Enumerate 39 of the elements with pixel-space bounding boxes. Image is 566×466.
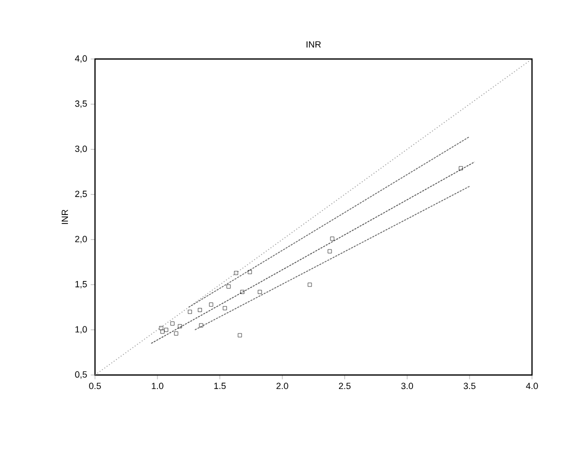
point [222, 306, 227, 310]
x-tick-label: 1.5 [214, 382, 226, 390]
point [328, 249, 332, 254]
y-tick-label: 1,5 [75, 281, 87, 288]
chart-title: INR [306, 41, 321, 48]
x-tick-label: 4.0 [526, 382, 538, 390]
x-tick-label: 2.0 [276, 382, 288, 390]
y-tick-label: 2,5 [75, 190, 87, 198]
point [160, 330, 164, 334]
point [170, 322, 174, 326]
y-axis-title: INR [62, 210, 68, 224]
y-tick-label: 4,0 [74, 55, 87, 63]
point [238, 333, 242, 338]
point [188, 310, 192, 314]
point [164, 328, 168, 332]
x-tick-label: 3.0 [401, 382, 414, 390]
y-tick-label: 3,0 [75, 146, 87, 153]
point [226, 284, 231, 289]
y-tick-label: 0,5 [75, 371, 87, 379]
x-tick-label: 1.0 [152, 382, 164, 390]
point [209, 302, 214, 307]
x-tick-label: 0.5 [89, 382, 101, 390]
y-tick-label: 3,5 [75, 100, 87, 108]
y-tick-label: 2,0 [75, 236, 87, 244]
point [199, 323, 204, 328]
y-tick-label: 1,0 [75, 326, 87, 334]
point [330, 236, 334, 241]
point [240, 290, 244, 294]
point [258, 290, 262, 294]
point [234, 270, 238, 275]
point [174, 331, 178, 336]
point [248, 270, 252, 274]
point [178, 324, 182, 328]
point [458, 166, 463, 170]
point [308, 282, 312, 287]
point [159, 326, 164, 330]
x-tick-label: 2.5 [338, 382, 351, 390]
x-tick-label: 3.5 [464, 382, 476, 390]
point [198, 308, 202, 312]
